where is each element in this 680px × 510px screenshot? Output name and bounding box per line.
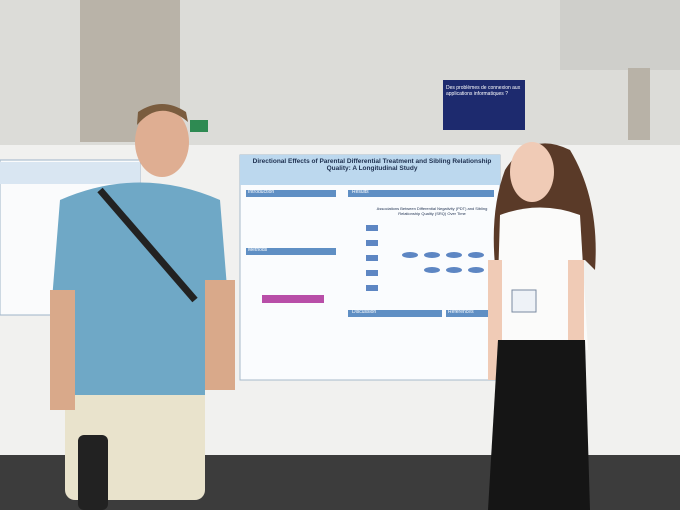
screen-message: Des problèmes de connexion aux applicati… bbox=[446, 85, 521, 97]
section-heading: Results bbox=[352, 189, 369, 195]
section-heading: Methods bbox=[248, 247, 268, 253]
chart-caption: Associations Between Differential Negati… bbox=[376, 206, 488, 216]
poster-title: Directional Effects of Parental Differen… bbox=[252, 158, 492, 173]
section-heading: References bbox=[448, 309, 474, 315]
section-heading: Introduction bbox=[248, 189, 275, 195]
section-heading: Discussion bbox=[352, 309, 377, 315]
